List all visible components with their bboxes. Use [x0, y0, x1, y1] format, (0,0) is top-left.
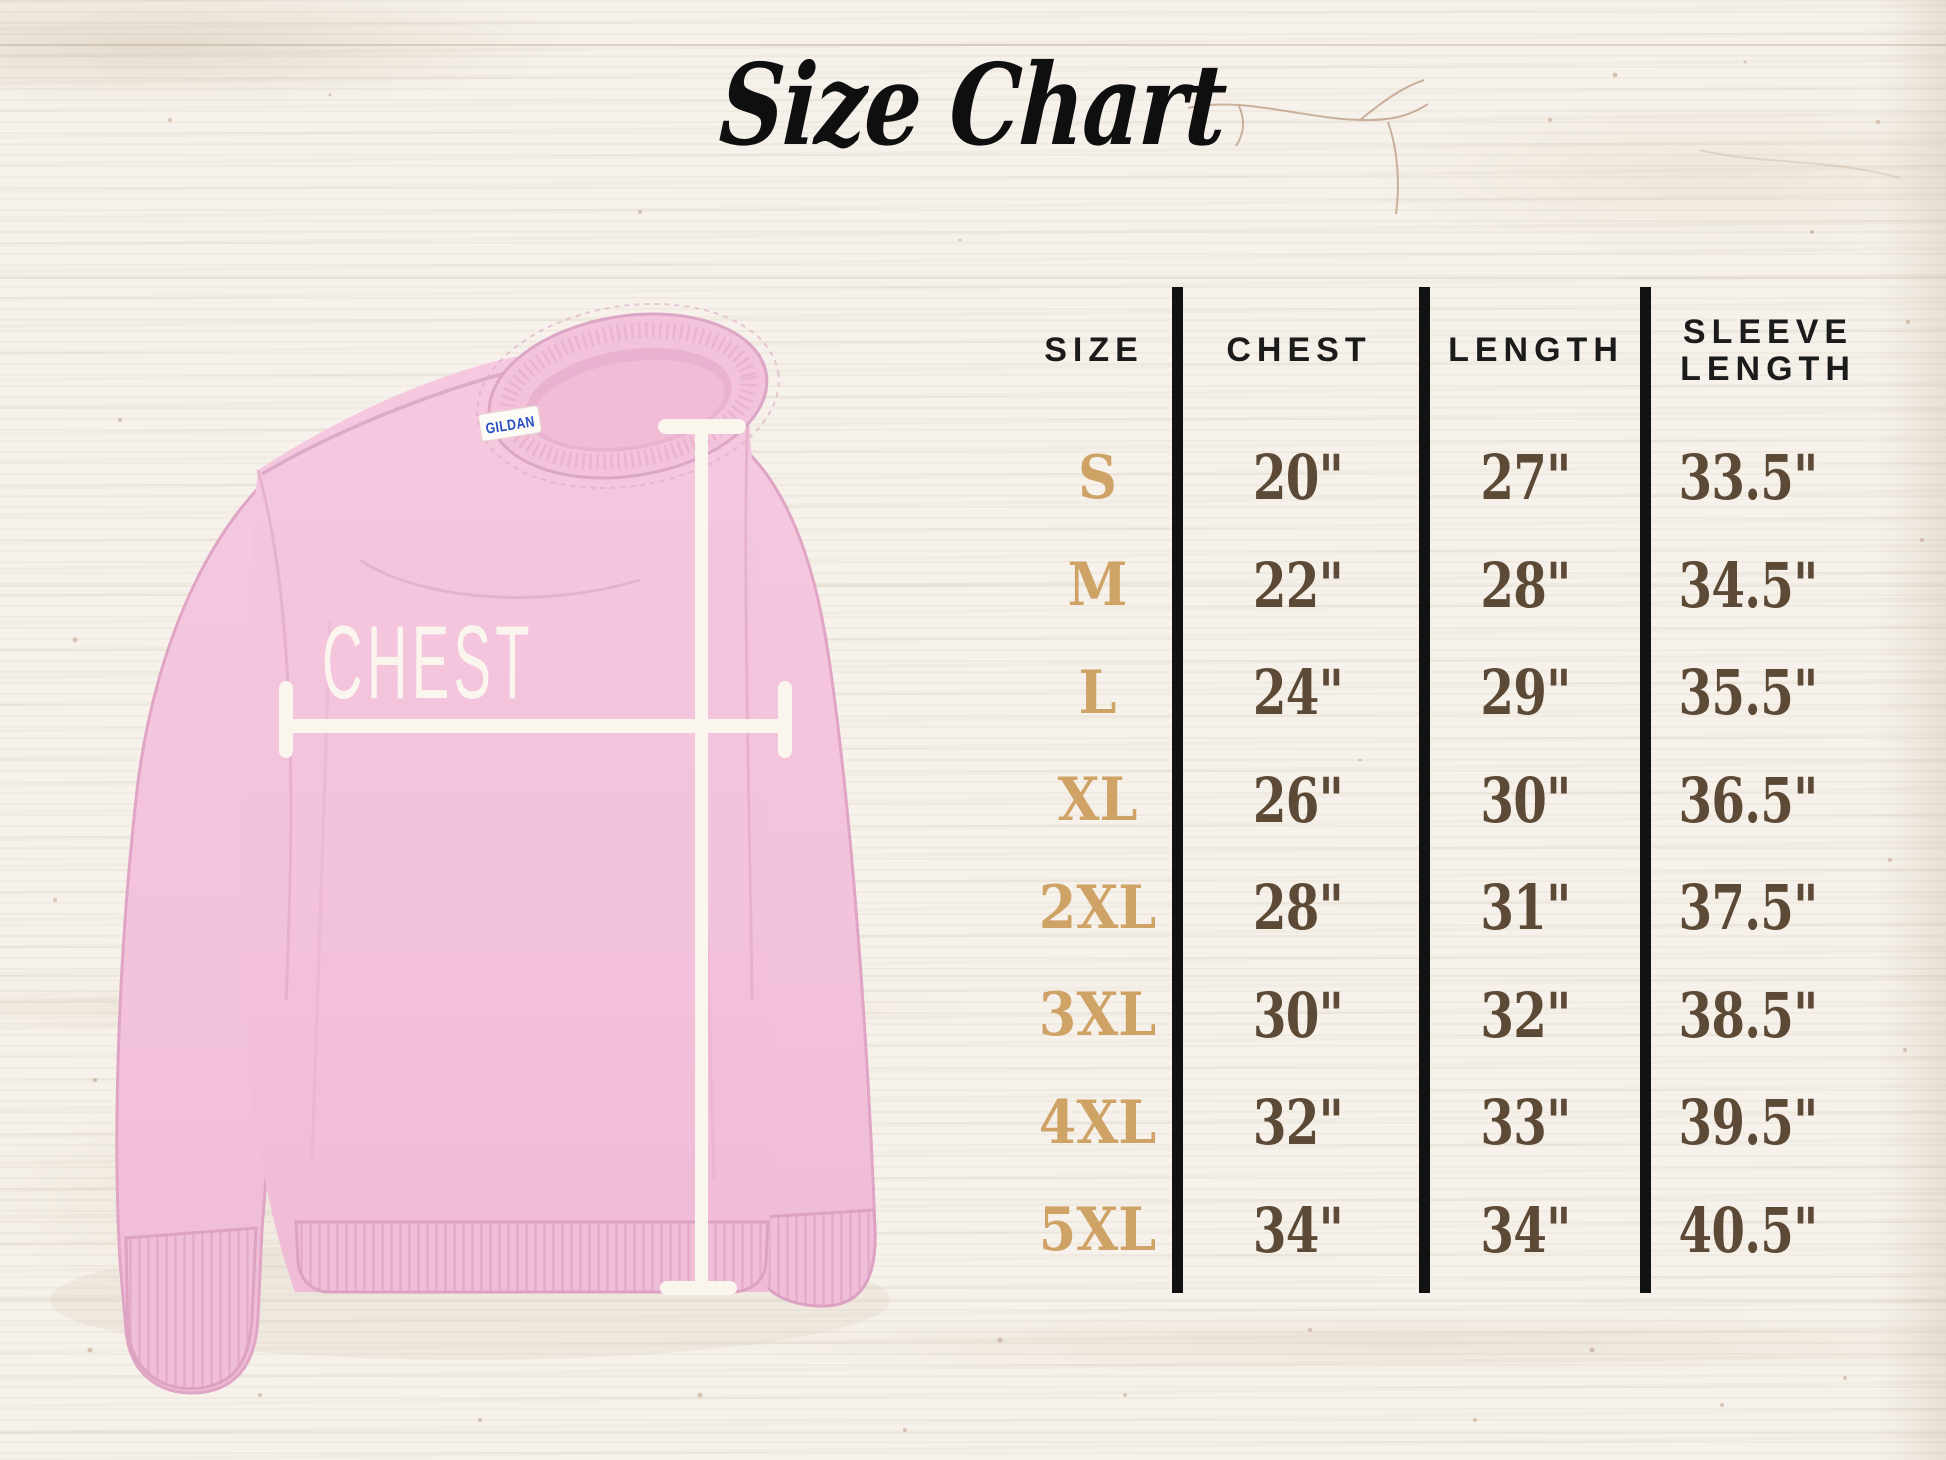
body [240, 348, 771, 1292]
header-sleeve-length: SLEEVE LENGTH [1680, 313, 1856, 388]
size-label: L [1078, 657, 1117, 728]
length-line-top-cap [658, 419, 746, 434]
sleeve-value: 36.5" [1678, 763, 1818, 837]
page-title-text: Size Chart [716, 40, 1230, 171]
size-table: S 20" 27" 33.5" M 22" 28" 34.5" L 24" 29… [1020, 424, 1866, 1284]
chest-line-left-cap [279, 681, 293, 758]
length-value: 28" [1480, 548, 1571, 622]
measurement-overlay: CHEST [279, 419, 792, 1295]
length-value: 31" [1480, 871, 1571, 945]
size-label: 3XL [1038, 980, 1157, 1051]
chest-line-right-cap [778, 681, 792, 758]
table-divider-2 [1419, 287, 1430, 1293]
chest-value: 20" [1252, 441, 1344, 515]
length-value: 27" [1480, 441, 1571, 515]
size-label: 5XL [1038, 1195, 1157, 1266]
table-divider-1 [1172, 287, 1183, 1293]
length-line-bottom-cap [660, 1281, 737, 1295]
wood-plank-seam [0, 585, 1946, 587]
wood-plank-seam [0, 1300, 1946, 1302]
length-value: 29" [1480, 656, 1571, 730]
length-line [695, 420, 708, 1295]
chest-value: 30" [1252, 978, 1344, 1052]
sleeve-value: 38.5" [1678, 978, 1818, 1052]
chest-value: 22" [1252, 548, 1344, 622]
size-label: M [1067, 550, 1128, 621]
header-length: LENGTH [1448, 331, 1624, 369]
wood-plank-seam [0, 975, 1946, 977]
sleeve-value: 39.5" [1678, 1086, 1818, 1160]
brand-tag-text: GILDAN [484, 413, 536, 437]
length-value: 34" [1480, 1193, 1571, 1267]
wood-crack [1187, 79, 1901, 215]
length-value: 32" [1480, 978, 1571, 1052]
wood-plank-seam [0, 1432, 1946, 1434]
chest-value: 28" [1252, 871, 1344, 945]
chest-annotation: CHEST [322, 603, 534, 720]
sleeve-value: 35.5" [1678, 656, 1818, 730]
header-chest: CHEST [1226, 331, 1372, 369]
size-label: S [1077, 442, 1118, 513]
size-label: 2XL [1038, 872, 1157, 943]
size-label: 4XL [1038, 1087, 1157, 1158]
table-divider-3 [1640, 287, 1651, 1293]
chest-value: 34" [1252, 1193, 1344, 1267]
chest-value: 32" [1252, 1086, 1344, 1160]
left-cuff [124, 1226, 258, 1390]
chest-value: 26" [1252, 763, 1344, 837]
sweatshirt: GILDAN [115, 302, 877, 1395]
length-value: 33" [1480, 1086, 1571, 1160]
sleeve-value: 37.5" [1678, 871, 1818, 945]
sleeve-value: 40.5" [1678, 1193, 1818, 1267]
sleeve-value: 34.5" [1678, 548, 1818, 622]
wood-grain-speckles [53, 60, 1924, 1432]
header-size: SIZE [1044, 331, 1144, 369]
wood-plank-seam [0, 277, 1946, 279]
page-title: Size Chart [0, 40, 1946, 171]
wood-plank-seam [0, 44, 1946, 46]
length-value: 30" [1480, 763, 1571, 837]
chest-value: 24" [1252, 656, 1344, 730]
size-label: XL [1057, 765, 1138, 836]
sleeve-value: 33.5" [1678, 441, 1818, 515]
chest-line [286, 719, 786, 733]
brand-tag: GILDAN [478, 405, 542, 442]
